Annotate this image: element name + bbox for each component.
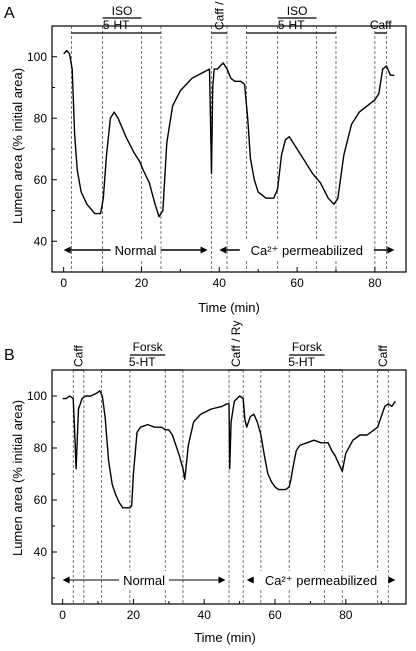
condition-label-bg [254,571,389,589]
condition-label: Normal [123,573,165,588]
treatment-label: Forsk [292,340,323,354]
condition-label: Normal [115,243,157,258]
treatment-label: Caff [370,18,392,32]
y-tick-label: 60 [34,493,48,507]
x-tick-label: 20 [135,276,149,290]
condition-label: Ca²⁺ permeabilized [251,243,363,258]
treatment-label: 5-HT [278,18,305,32]
x-tick-label: 20 [127,608,141,622]
arrow-head-left [63,246,71,254]
arrow-head-left [219,246,227,254]
treatment-label: Caff / Ry [229,321,243,367]
x-tick-label: 80 [339,608,353,622]
arrow-head-left [62,576,70,584]
x-tick-label: 0 [59,608,66,622]
arrow-head-right [388,576,396,584]
treatment-label: ISO [287,4,308,18]
y-axis-label: Lumen area (% initial area) [10,68,25,224]
condition-label-bg [119,571,170,589]
x-axis-label: Time (min) [198,300,260,315]
x-tick-label: 40 [213,276,227,290]
condition-label-bg [110,241,161,259]
arrow-head-right [387,246,395,254]
y-tick-label: 100 [27,389,47,403]
treatment-label: 5-HT [129,355,156,369]
y-tick-label: 40 [34,545,48,559]
condition-label-bg [239,241,374,259]
y-tick-label: 40 [34,234,48,248]
treatment-label: Caff / Ry [212,0,226,30]
treatment-label: Caff [72,345,86,367]
treatment-label: 5-HT [103,18,130,32]
panel-label: B [4,347,15,364]
lumen-area-trace [62,390,396,509]
y-tick-label: 100 [27,50,47,64]
x-tick-label: 60 [290,276,304,290]
x-tick-label: 40 [198,608,212,622]
x-tick-label: 80 [368,276,382,290]
condition-label: Ca²⁺ permeabilized [265,573,377,588]
x-tick-label: 60 [268,608,282,622]
panel-b: B Lumen area (% initial area) Time (min)… [4,321,407,645]
panel-label: A [4,5,15,22]
lumen-area-trace [63,49,395,218]
treatment-label: 5-HT [288,355,315,369]
x-axis-label: Time (min) [194,630,256,645]
y-tick-label: 60 [34,173,48,187]
y-tick-label: 80 [34,441,48,455]
plot-frame [51,25,407,273]
treatment-label: Caff [376,345,390,367]
y-tick-label: 80 [34,111,48,125]
arrow-head-left [246,576,254,584]
x-tick-label: 0 [60,276,67,290]
treatment-label: ISO [112,4,133,18]
panel-a: A Lumen area (% initial area) Time (min)… [4,0,407,315]
arrow-head-right [200,246,208,254]
y-axis-label: Lumen area (% initial area) [10,400,25,556]
treatment-label: Forsk [133,340,164,354]
arrow-head-right [218,576,226,584]
